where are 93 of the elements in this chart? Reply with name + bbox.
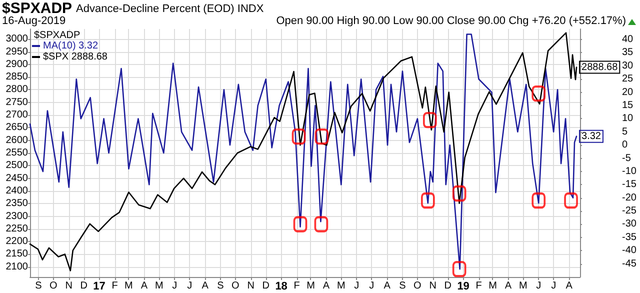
x-tick-label: D — [262, 280, 270, 292]
x-tick-label: S — [35, 280, 42, 292]
x-tick-label: M — [154, 280, 164, 292]
x-tick-label: J — [187, 280, 192, 292]
y2-tick-label: -35 — [622, 232, 637, 243]
x-tick-label: O — [414, 280, 422, 292]
data-label: 2888.68 — [582, 62, 618, 73]
y2-tick-label: -45 — [622, 258, 637, 270]
y-tick-label: 2850 — [6, 72, 28, 83]
chart-subtitle: Advance-Decline Percent (EOD) INDX — [76, 3, 264, 15]
y-tick-label: 2100 — [6, 261, 28, 272]
x-tick-label: D — [444, 280, 452, 292]
x-tick-label: M — [124, 280, 133, 292]
y2-tick-label: -10 — [622, 166, 637, 177]
point — [532, 86, 546, 102]
x-tick-label: J — [172, 280, 178, 292]
y-tick-label: 2300 — [6, 210, 28, 222]
point — [452, 261, 466, 278]
x-tick-label: M — [336, 280, 346, 292]
x-tick-label: F — [112, 280, 118, 292]
x-tick-label: O — [232, 280, 240, 292]
x-tick-label: 19 — [457, 280, 470, 292]
chart-title: $SPXADP — [2, 0, 72, 17]
x-tick-label: O — [50, 280, 58, 292]
y2-tick-label: 40 — [622, 34, 634, 46]
point — [292, 128, 306, 145]
y-tick-label: 2700 — [6, 110, 28, 121]
point — [452, 185, 466, 202]
y2-tick-label: -15 — [622, 179, 637, 190]
y2-tick-label: 15 — [622, 100, 634, 112]
x-tick-label: J — [551, 280, 556, 292]
y-tick-label: 3000 — [6, 34, 28, 45]
x-tick-label: A — [140, 280, 148, 292]
point — [532, 192, 546, 208]
x-tick-label: J — [369, 280, 374, 292]
x-tick-label: M — [488, 280, 497, 292]
y2-tick-label: -25 — [622, 206, 637, 217]
text: Open 90.00 High 90.00 Low 90.00 Close 90.00 Chg +76.20 (+552.17%) — [276, 15, 626, 27]
x-tick-label: M — [518, 280, 528, 292]
y2-tick-label: 30 — [622, 60, 634, 72]
x-tick-label: J — [354, 280, 360, 292]
point — [420, 192, 435, 208]
point — [293, 216, 308, 232]
x-tick-label: A — [384, 280, 391, 292]
y-tick-label: 2200 — [6, 236, 28, 248]
y2-tick-label: 20 — [622, 86, 634, 98]
x-tick-label: A — [504, 280, 512, 292]
x-tick-label: N — [429, 280, 437, 292]
y-tick-label: 2450 — [6, 172, 28, 184]
text: 16-Aug-2019 — [2, 15, 66, 27]
y-tick-label: 2350 — [6, 198, 28, 210]
y-tick-label: 2950 — [6, 46, 28, 58]
y2-tick-label: -20 — [622, 192, 637, 204]
x-tick-label: J — [536, 280, 542, 292]
y2-tick-label: 10 — [622, 113, 634, 124]
x-tick-label: 17 — [93, 280, 106, 292]
y-tick-label: 2650 — [6, 122, 28, 134]
y-tick-label: 2250 — [6, 223, 28, 234]
point — [564, 192, 578, 208]
x-tick-label: F — [476, 280, 482, 292]
legend-label: $SPX 2888.68 — [43, 52, 108, 62]
x-tick-label: D — [80, 280, 88, 292]
y2-tick-label: -5 — [622, 152, 632, 164]
x-tick-label: A — [322, 280, 330, 292]
x-tick-label: S — [217, 280, 224, 292]
y-tick-label: 2600 — [6, 134, 28, 146]
x-tick-label: 18 — [275, 280, 288, 292]
y-tick-label: 2800 — [6, 84, 28, 96]
x-tick-label: A — [566, 280, 573, 292]
y-tick-label: 2900 — [6, 58, 28, 70]
y2-tick-label: 35 — [622, 47, 634, 58]
y-tick-label: 2150 — [6, 248, 28, 260]
y-tick-label: 2500 — [6, 160, 28, 172]
y2-tick-label: -40 — [622, 245, 637, 256]
y2-tick-label: -30 — [622, 218, 637, 230]
point — [314, 128, 329, 145]
point — [422, 112, 437, 128]
y-tick-label: 2400 — [6, 185, 28, 196]
legend-label: MA(10) 3.32 — [43, 40, 98, 52]
x-tick-label: S — [399, 280, 406, 292]
y-tick-label: 2750 — [6, 96, 28, 108]
x-tick-label: M — [306, 280, 315, 292]
y2-tick-label: 5 — [622, 126, 628, 138]
y2-tick-label: 0 — [622, 140, 628, 151]
legend-title: $SPXADP — [34, 30, 80, 41]
x-tick-label: A — [202, 280, 209, 292]
x-tick-label: N — [65, 280, 73, 292]
y2-tick-label: 25 — [622, 74, 634, 85]
y-tick-label: 2550 — [6, 148, 28, 158]
point — [314, 216, 328, 232]
x-tick-label: N — [247, 280, 255, 292]
x-tick-label: F — [294, 280, 300, 292]
data-label: 3.32 — [582, 130, 602, 142]
